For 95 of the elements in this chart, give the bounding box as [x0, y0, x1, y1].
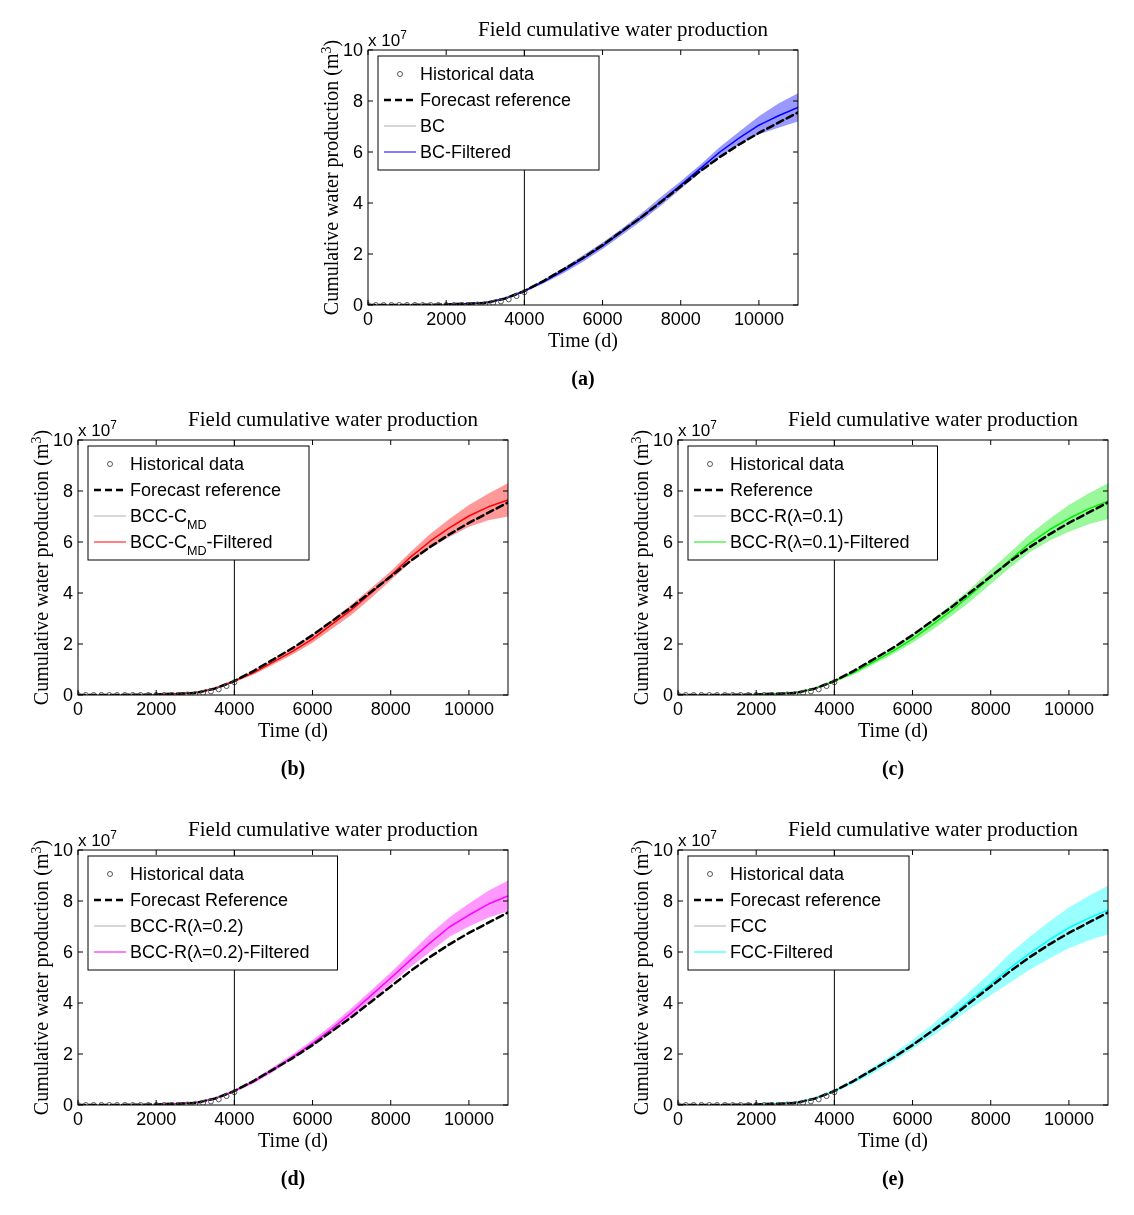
x-tick-label: 4000: [214, 699, 255, 719]
y-tick-label: 0: [62, 1095, 73, 1115]
annotation: x 10$^{7}$: [78, 418, 118, 440]
legend-label: Historical data: [420, 64, 536, 84]
legend-label: BCC-C$_{MD}$: [130, 506, 207, 532]
legend-label: Historical data: [730, 454, 846, 474]
x-tick-label: 8000: [970, 1109, 1011, 1129]
chart-title: Field cumulative water production: [478, 17, 769, 41]
chart-title: Field cumulative water production: [188, 817, 479, 841]
legend-label: Forecast reference: [730, 890, 882, 910]
legend-label: Historical data: [730, 864, 846, 884]
x-axis-title: Time (d): [258, 1129, 328, 1152]
y-tick-label: 4: [62, 993, 73, 1013]
y-tick-label: 8: [62, 481, 73, 501]
legend-label: Historical data: [130, 864, 246, 884]
text: (c): [881, 757, 905, 780]
x-axis-title: Time (d): [858, 1129, 928, 1152]
x-axis-title: Time (d): [548, 329, 618, 352]
y-tick-label: 2: [662, 1044, 673, 1064]
x-tick-label: 2000: [136, 1109, 177, 1129]
y-tick-label: 0: [662, 1095, 673, 1115]
legend-label: BC: [420, 116, 446, 136]
y-tick-label: 0: [352, 295, 363, 315]
legend-label: BC-Filtered: [420, 142, 512, 162]
y-tick-label: 10: [342, 40, 363, 60]
x-tick-label: 2000: [136, 699, 177, 719]
x-tick-label: 8000: [370, 699, 411, 719]
x-tick-label: 8000: [970, 699, 1011, 719]
x-axis-title: Time (d): [858, 719, 928, 742]
y-tick-label: 2: [352, 244, 363, 264]
legend-label: Forecast reference: [130, 480, 282, 500]
y-tick-label: 4: [662, 583, 673, 603]
x-tick-label: 4000: [814, 1109, 855, 1129]
x-tick-label: 6000: [892, 699, 933, 719]
x-tick-label: 4000: [214, 1109, 255, 1129]
legend-label: Historical data: [130, 454, 246, 474]
x-tick-label: 4000: [504, 309, 545, 329]
annotation: x 10$^{7}$: [678, 418, 718, 440]
x-tick-label: 2000: [736, 1109, 777, 1129]
chart-title: Field cumulative water production: [188, 407, 479, 431]
text: (e): [881, 1167, 905, 1190]
y-tick-label: 10: [52, 430, 73, 450]
legend-label: Forecast Reference: [130, 890, 289, 910]
y-tick-label: 8: [352, 91, 363, 111]
y-tick-label: 2: [62, 634, 73, 654]
x-tick-label: 10000: [443, 1109, 494, 1129]
legend-label: BCC-R(λ=0.1): [730, 506, 844, 526]
x-tick-label: 4000: [814, 699, 855, 719]
y-tick-label: 2: [62, 1044, 73, 1064]
y-tick-label: 10: [52, 840, 73, 860]
text: (d): [280, 1167, 306, 1190]
chart-title: Field cumulative water production: [788, 407, 1079, 431]
y-tick-label: 6: [662, 532, 673, 552]
y-tick-label: 6: [62, 942, 73, 962]
annotation: x 10$^{7}$: [78, 828, 118, 850]
legend-label: Forecast reference: [420, 90, 572, 110]
y-tick-label: 10: [652, 840, 673, 860]
x-tick-label: 2000: [426, 309, 467, 329]
x-tick-label: 6000: [892, 1109, 933, 1129]
legend-label: FCC: [730, 916, 767, 936]
x-axis-title: Time (d): [258, 719, 328, 742]
y-tick-label: 0: [662, 685, 673, 705]
y-tick-label: 8: [662, 481, 673, 501]
x-tick-label: 6000: [292, 699, 333, 719]
x-tick-label: 6000: [582, 309, 623, 329]
y-tick-label: 0: [62, 685, 73, 705]
y-tick-label: 6: [62, 532, 73, 552]
y-tick-label: 2: [662, 634, 673, 654]
y-tick-label: 4: [662, 993, 673, 1013]
x-tick-label: 6000: [292, 1109, 333, 1129]
x-tick-label: 8000: [660, 309, 701, 329]
legend-label: BCC-R(λ=0.2)-Filtered: [130, 942, 310, 962]
y-tick-label: 10: [652, 430, 673, 450]
x-tick-label: 10000: [443, 699, 494, 719]
y-tick-label: 8: [662, 891, 673, 911]
y-tick-label: 4: [352, 193, 363, 213]
y-tick-label: 4: [62, 583, 73, 603]
text: (b): [280, 757, 306, 780]
legend-label: BCC-R(λ=0.2): [130, 916, 244, 936]
legend-label: FCC-Filtered: [730, 942, 834, 962]
y-tick-label: 6: [352, 142, 363, 162]
x-tick-label: 2000: [736, 699, 777, 719]
chart-title: Field cumulative water production: [788, 817, 1079, 841]
y-tick-label: 6: [662, 942, 673, 962]
legend-label: Reference: [730, 480, 814, 500]
x-tick-label: 10000: [733, 309, 784, 329]
x-tick-label: 8000: [370, 1109, 411, 1129]
legend-label: BCC-R(λ=0.1)-Filtered: [730, 532, 910, 552]
legend-label: BCC-C$_{MD}$-Filtered: [130, 532, 273, 558]
text: (a): [571, 367, 595, 390]
x-tick-label: 10000: [1043, 699, 1094, 719]
annotation: x 10$^{7}$: [368, 28, 408, 50]
y-tick-label: 8: [62, 891, 73, 911]
annotation: x 10$^{7}$: [678, 828, 718, 850]
x-tick-label: 10000: [1043, 1109, 1094, 1129]
